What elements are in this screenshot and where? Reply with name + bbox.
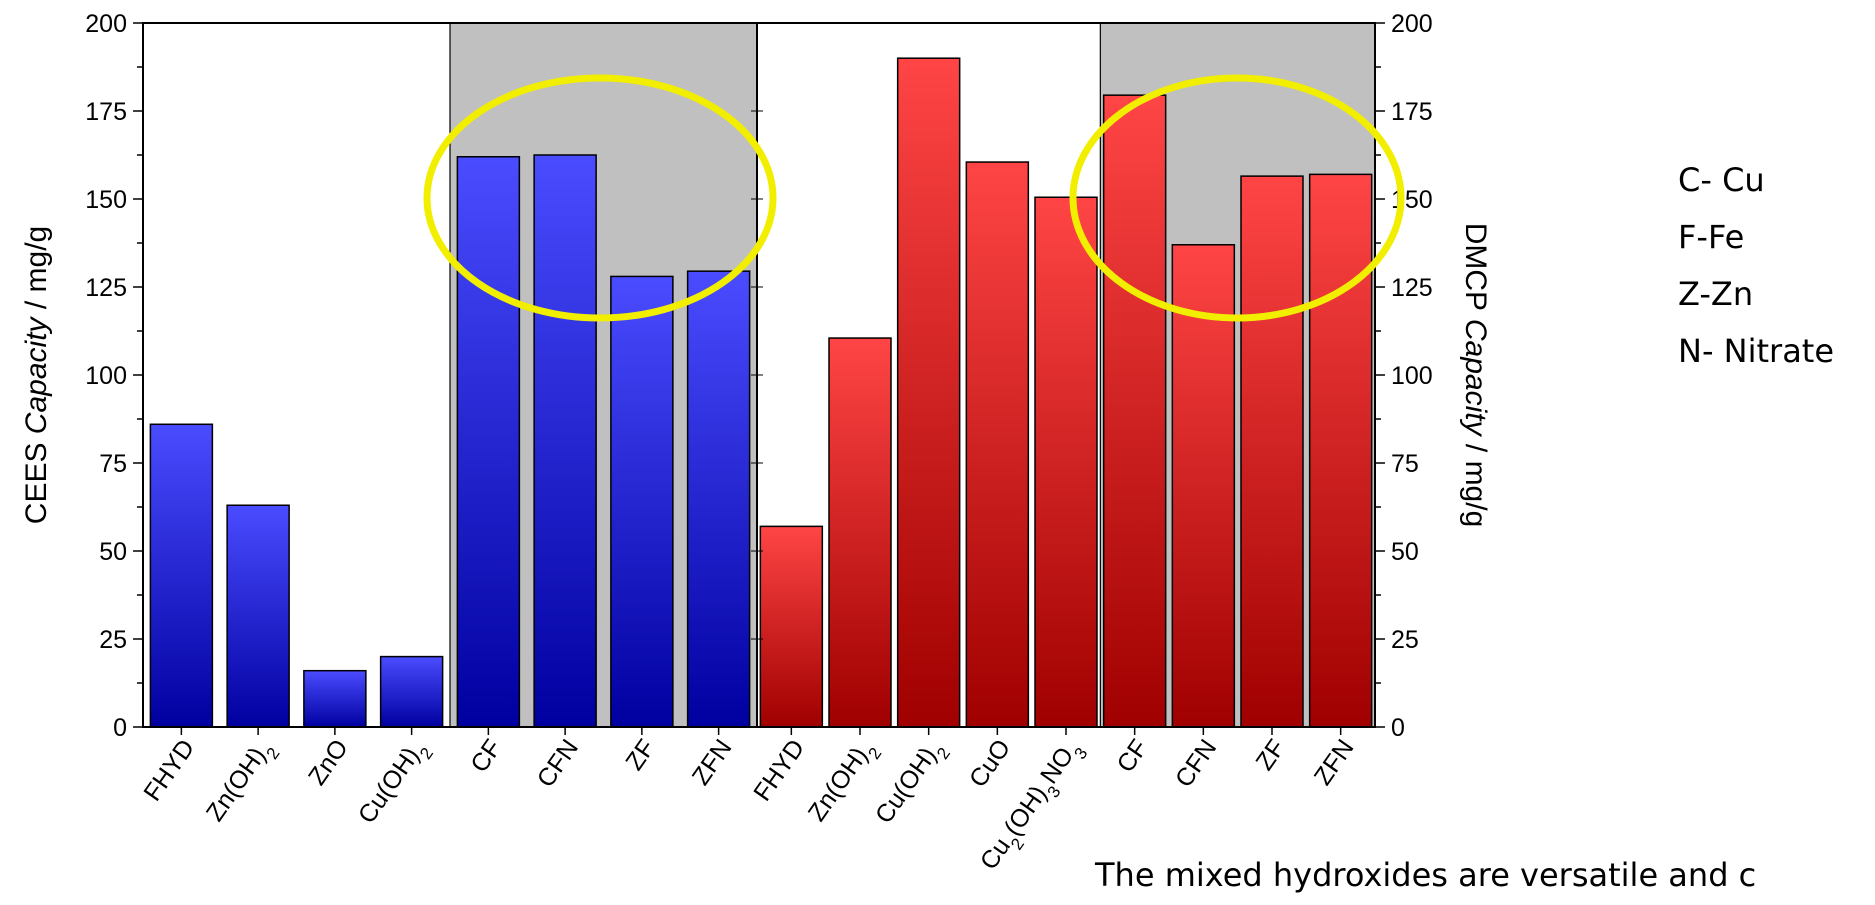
right-tick-label: 50 xyxy=(1391,538,1419,566)
x-category-label: Cu(OH)2 xyxy=(353,734,437,833)
left-tick-label: 150 xyxy=(85,186,127,214)
caption-text: The mixed hydroxides are versatile and c xyxy=(1095,856,1757,894)
right-axis-title: DMCP Capacity / mg/g xyxy=(1459,223,1492,528)
x-category-label: Zn(OH)2 xyxy=(201,734,283,830)
left-tick-label: 50 xyxy=(99,538,127,566)
dmcp-bar-6 xyxy=(1102,94,1167,728)
x-category-label: CF xyxy=(1112,734,1154,777)
right-tick-label: 200 xyxy=(1391,10,1433,38)
x-category-label: CFN xyxy=(532,734,584,792)
cees-bar-7 xyxy=(610,275,674,728)
x-category-label: ZFN xyxy=(687,734,738,790)
x-category-label: Cu(OH)2 xyxy=(870,734,954,833)
dmcp-bar-2 xyxy=(828,337,892,728)
left-tick-label: 75 xyxy=(99,450,127,478)
left-axis-title: CEES Capacity / mg/g xyxy=(20,226,53,524)
x-category-label: CFN xyxy=(1170,734,1222,792)
left-tick-label: 125 xyxy=(85,274,127,302)
x-category-label: ZFN xyxy=(1309,734,1360,790)
left-tick-label: 200 xyxy=(85,10,127,38)
highlight-ellipse-right xyxy=(1069,74,1405,322)
x-category-label: FHYD xyxy=(748,734,810,806)
highlight-ellipse-left xyxy=(423,74,777,322)
legend-item-nitrate: N- Nitrate xyxy=(1678,332,1835,370)
dmcp-bar-5 xyxy=(1034,196,1098,728)
x-category-label: CF xyxy=(465,734,507,777)
cees-bar-6 xyxy=(533,154,597,728)
cees-bar-2 xyxy=(226,504,290,728)
dmcp-bar-1 xyxy=(759,525,824,728)
cees-bar-8 xyxy=(686,270,751,728)
x-category-label: CuO xyxy=(964,734,1016,792)
x-category-label: FHYD xyxy=(138,734,200,806)
right-tick-label: 75 xyxy=(1391,450,1419,478)
legend-item-fe: F-Fe xyxy=(1678,218,1745,256)
x-category-label: ZnO xyxy=(303,734,354,790)
left-tick-label: 25 xyxy=(99,626,127,654)
x-category-label: ZF xyxy=(620,734,660,775)
right-tick-label: 100 xyxy=(1391,362,1433,390)
legend-item-zn: Z-Zn xyxy=(1678,275,1754,313)
cees-bar-5 xyxy=(456,156,521,728)
cees-bar-1 xyxy=(149,423,214,728)
legend-item-cu: C- Cu xyxy=(1678,161,1765,199)
x-category-label: ZF xyxy=(1250,734,1290,775)
dmcp-bar-8 xyxy=(1240,175,1304,728)
right-tick-label: 25 xyxy=(1391,626,1419,654)
dmcp-bar-4 xyxy=(965,161,1030,728)
x-category-label: Zn(OH)2 xyxy=(803,734,885,830)
right-tick-label: 125 xyxy=(1391,274,1433,302)
cees-bar-3 xyxy=(303,669,367,728)
right-tick-label: 175 xyxy=(1391,98,1433,126)
cees-bar-4 xyxy=(379,655,444,728)
abbreviation-legend: C- Cu F-Fe Z-Zn N- Nitrate xyxy=(1678,152,1834,380)
dmcp-bar-9 xyxy=(1308,173,1373,728)
left-tick-label: 175 xyxy=(85,98,127,126)
left-tick-label: 100 xyxy=(85,362,127,390)
right-tick-label: 0 xyxy=(1391,714,1405,742)
dmcp-bar-3 xyxy=(896,57,961,728)
left-tick-label: 0 xyxy=(113,714,127,742)
